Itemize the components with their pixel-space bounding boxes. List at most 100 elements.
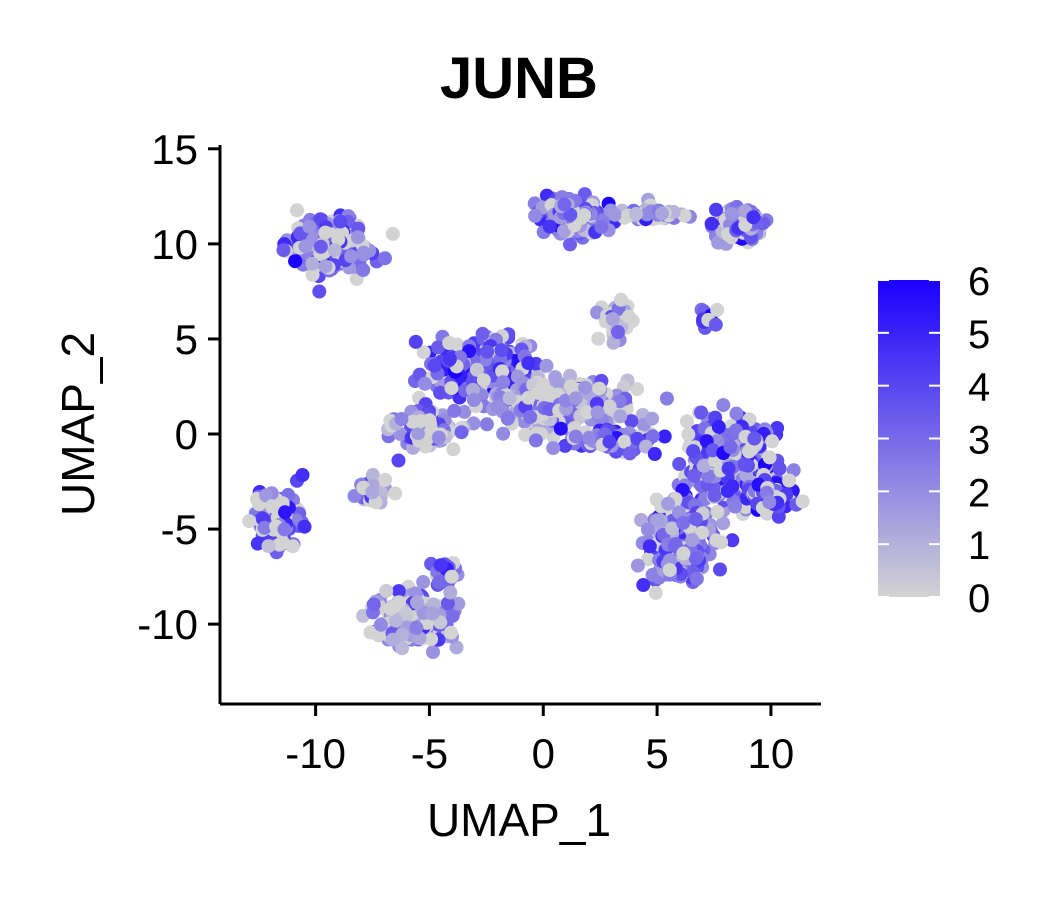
cell-point: [521, 356, 536, 370]
cell-point: [466, 393, 481, 407]
colorbar-tick-label: 3: [968, 419, 990, 463]
cell-point: [729, 406, 744, 421]
cell-point: [746, 210, 761, 225]
cell-point: [417, 376, 432, 391]
cell-point: [724, 207, 739, 222]
cell-point: [288, 254, 303, 269]
cell-point: [373, 617, 388, 632]
cell-point: [365, 467, 380, 482]
cell-point: [371, 628, 386, 643]
cell-point: [444, 569, 459, 584]
cell-point: [318, 259, 333, 274]
cell-point: [709, 533, 724, 548]
cell-point: [553, 421, 568, 436]
cell-point: [395, 641, 410, 656]
y-ticks: 15 10 5 0 -5 -10: [137, 126, 220, 648]
cell-point: [449, 640, 464, 655]
cell-point: [578, 380, 593, 395]
cell-point: [475, 326, 490, 341]
cell-point: [318, 225, 333, 240]
x-tick-label: 0: [532, 730, 555, 777]
cell-point: [431, 340, 445, 355]
cell-point: [681, 427, 696, 442]
cell-point: [687, 468, 702, 483]
y-tick-label: -5: [161, 506, 198, 553]
cell-point: [388, 486, 403, 501]
cell-point: [444, 381, 459, 396]
cell-point: [302, 219, 317, 234]
cell-point: [568, 391, 583, 406]
cell-point: [379, 583, 394, 598]
cell-point: [672, 505, 686, 520]
cell-point: [613, 409, 628, 424]
x-axis-label: UMAP_1: [427, 794, 611, 846]
cell-point: [622, 446, 637, 461]
colorbar-tick-label: 4: [968, 366, 990, 410]
cell-point: [672, 457, 687, 471]
cell-point: [411, 426, 426, 441]
cell-point: [657, 429, 672, 444]
cell-point: [278, 505, 292, 520]
cell-point: [518, 427, 533, 442]
cell-point: [711, 235, 726, 250]
cell-point: [548, 370, 563, 385]
cell-point: [563, 368, 578, 383]
cell-point: [605, 312, 620, 327]
cell-point: [611, 325, 625, 339]
cell-point: [645, 411, 660, 426]
x-ticks: -10 -5 0 5 10: [285, 704, 794, 777]
cell-point: [676, 515, 691, 530]
cell-point: [496, 375, 511, 390]
cell-point: [494, 343, 509, 358]
cell-point: [444, 625, 458, 640]
cell-point: [250, 536, 265, 551]
cell-point: [242, 514, 257, 529]
cell-point: [546, 441, 561, 456]
cell-point: [665, 521, 680, 536]
y-tick-label: -10: [137, 601, 198, 648]
cell-point: [344, 249, 359, 264]
cell-point: [528, 433, 543, 448]
cell-point: [645, 429, 660, 444]
cell-point: [662, 563, 677, 577]
cell-point: [350, 230, 365, 245]
colorbar-tick-label: 6: [968, 260, 990, 304]
cell-point: [762, 450, 777, 465]
cell-point: [655, 206, 670, 221]
cell-point: [416, 575, 431, 589]
cell-point: [568, 429, 583, 444]
cell-point: [297, 519, 312, 534]
cell-point: [433, 558, 448, 573]
cell-point: [457, 404, 472, 419]
cell-point: [694, 405, 709, 420]
cell-point: [442, 352, 457, 366]
cell-point: [782, 473, 797, 488]
cell-point: [686, 444, 701, 459]
cell-point: [333, 214, 348, 229]
cell-point: [696, 458, 711, 473]
cell-point: [716, 516, 731, 531]
cell-point: [709, 202, 723, 217]
cell-point: [451, 596, 466, 611]
cell-point: [630, 382, 645, 397]
cell-point: [443, 585, 458, 600]
cell-point: [305, 256, 320, 271]
cell-point: [556, 224, 571, 239]
cell-point: [447, 403, 462, 418]
cell-point: [442, 336, 457, 350]
colorbar-tick-label: 5: [968, 313, 990, 357]
cell-point: [356, 245, 371, 260]
cell-point: [592, 381, 607, 396]
cell-point: [431, 430, 446, 445]
points-layer: [242, 187, 810, 659]
cell-point: [425, 606, 440, 621]
cell-point: [531, 385, 546, 400]
cell-point: [590, 405, 605, 420]
cell-point: [433, 385, 448, 400]
cell-point: [408, 334, 423, 349]
cell-point: [327, 243, 342, 258]
y-axis-label: UMAP_2: [52, 332, 104, 516]
cell-point: [641, 552, 656, 567]
cell-point: [680, 414, 694, 429]
